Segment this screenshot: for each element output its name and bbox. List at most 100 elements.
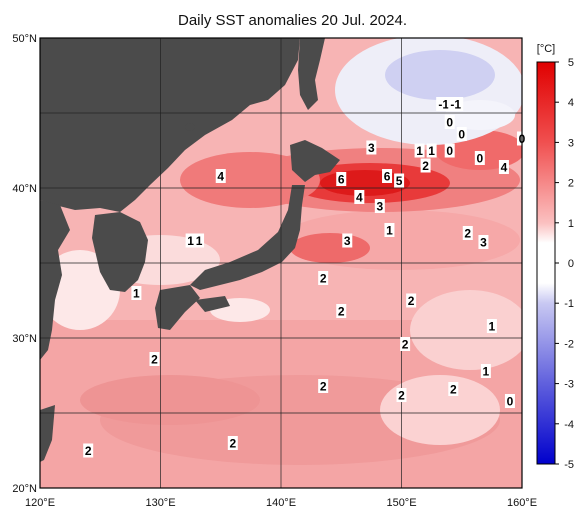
contour-label-box [486, 319, 497, 333]
contour-label: 4 [354, 190, 365, 205]
contour-label-box [456, 127, 467, 141]
contour-label-text: 3 [368, 141, 375, 155]
contour-label-text: 2 [464, 227, 471, 241]
colorbar-tick-label: -2 [564, 338, 574, 350]
contour-label-box [480, 364, 491, 378]
contour-label-box [382, 169, 393, 183]
contour-label-text: 0 [458, 128, 465, 142]
contour-label-box [215, 169, 226, 183]
contour-label-text: 2 [320, 272, 327, 286]
colorbar-tick-label: 1 [568, 218, 574, 230]
contour-label-box [462, 226, 473, 240]
contour-label-box [318, 379, 329, 393]
contour-label-box [436, 97, 452, 111]
lon-tick-label: 150°E [386, 497, 416, 509]
contour-label: 2 [318, 271, 329, 286]
contour-label: 0 [456, 127, 467, 142]
contour-label-box [474, 151, 485, 165]
colorbar-tick-label: 5 [568, 57, 574, 69]
contour-label-box [394, 173, 405, 188]
contour-label-box [336, 304, 347, 318]
contour-label-box [227, 436, 238, 450]
contour-label: 2 [400, 337, 411, 352]
contour-label: 2 [396, 388, 407, 403]
contour-label: 1 [486, 319, 497, 334]
contour-label-box [400, 337, 411, 351]
lat-tick-label: 20°N [12, 483, 37, 495]
contour-label-box [426, 143, 437, 158]
colorbar-tick-label: 0 [568, 258, 574, 270]
colorbar-tick-label: 2 [568, 178, 574, 190]
contour-label: 2 [318, 379, 329, 394]
contour-label-text: 2 [408, 294, 415, 308]
contour-label-text: 6 [338, 173, 345, 187]
contour-label: 1 [185, 233, 196, 248]
contour-label-text: 2 [320, 380, 327, 394]
lon-tick-label: 160°E [507, 497, 537, 509]
contour-label-text: 2 [229, 437, 236, 451]
contour-label: 2 [462, 226, 473, 241]
colorbar-tick-label: -4 [564, 419, 574, 431]
colorbar-tick-label: 4 [568, 97, 574, 109]
contour-label-text: 1 [489, 320, 496, 334]
contour-label-box [342, 233, 353, 248]
contour-label: 6 [382, 169, 393, 184]
contour-label: 4 [215, 169, 226, 184]
contour-label-text: 1 [133, 287, 140, 301]
lat-tick-label: 50°N [12, 33, 37, 45]
colorbar-tick-label: -3 [564, 379, 574, 391]
contour-label-text: 1 [386, 224, 393, 238]
contour-label-box [396, 388, 407, 402]
colorbar-tick-label: -1 [564, 298, 574, 310]
contour-label: -1 [436, 97, 452, 112]
contour-label-box [374, 199, 385, 213]
contour-label-text: -1 [438, 98, 449, 112]
contour-label: 1 [194, 233, 205, 248]
plot-frame [39, 37, 523, 489]
map-title: Daily SST anomalies 20 Jul. 2024. [177, 12, 407, 29]
contour-label: 3 [342, 233, 353, 248]
contour-label: 2 [448, 382, 459, 397]
colorbar-ticks: 5 4 3 2 1 0 -1 -2 -3 -4 -5 [555, 57, 574, 471]
contour-label-box [504, 394, 515, 408]
colorbar-unit: [°C] [537, 43, 555, 55]
contour-label-text: 3 [480, 236, 487, 250]
contour-label-box [420, 158, 431, 173]
contour-label-text: 5 [396, 174, 403, 188]
contour-label: 5 [394, 173, 405, 188]
contour-label: 3 [478, 235, 489, 250]
contour-label-box [131, 286, 142, 300]
contour-label-box [448, 382, 459, 396]
contour-label: 0 [444, 115, 455, 130]
contour-label-text: 3 [376, 200, 383, 214]
contour-label: 6 [336, 172, 347, 187]
contour-label-box [83, 443, 94, 458]
land-mask [40, 38, 340, 462]
contour-label: 0 [504, 394, 515, 409]
lon-tick-label: 140°E [266, 497, 296, 509]
contour-label-text: 0 [446, 144, 453, 158]
contour-label-text: 0 [507, 395, 514, 409]
colorbar-tick-label: -5 [564, 459, 574, 471]
contour-label: 0 [444, 143, 455, 158]
contour-label-text: 2 [338, 305, 345, 319]
contour-label-text: 1 [483, 365, 490, 379]
contour-label-box [384, 223, 395, 237]
lat-tick-label: 40°N [12, 183, 37, 195]
contour-label-text: -1 [450, 98, 461, 112]
contour-label-text: 0 [476, 152, 483, 166]
contour-label-text: 1 [428, 144, 435, 158]
contour-label-text: 4 [356, 191, 363, 205]
contour-label: 2 [420, 158, 431, 173]
contour-label-text: 0 [446, 116, 453, 130]
colorbar-tick-label: 3 [568, 137, 574, 149]
contour-label-text: 1 [187, 234, 194, 248]
contour-label-text: 2 [151, 353, 158, 367]
longitude-axis-labels: 120°E 130°E 140°E 150°E 160°E [25, 497, 537, 509]
contour-label-text: 1 [416, 144, 423, 158]
contour-label: 1 [384, 223, 395, 238]
contour-label-box [406, 293, 417, 308]
contour-label: 1 [480, 364, 491, 379]
contour-label-text: 2 [398, 389, 405, 403]
contour-label: 0 [474, 151, 485, 166]
